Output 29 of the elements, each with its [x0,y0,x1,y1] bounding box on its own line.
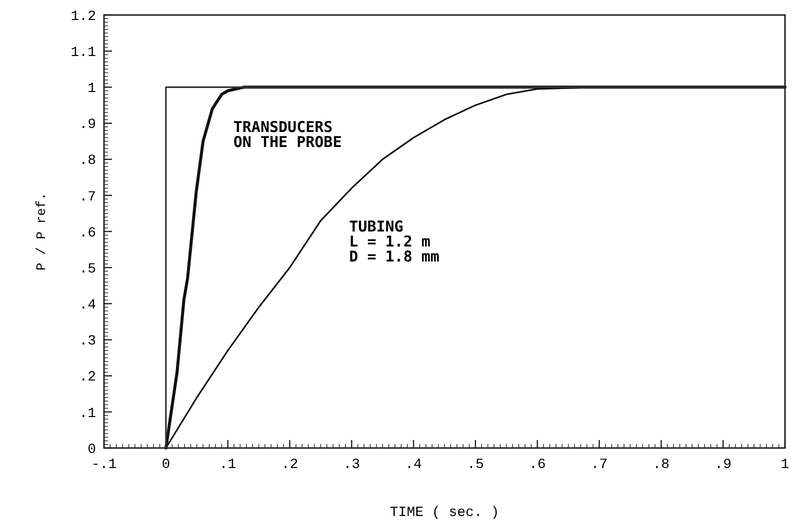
x-tick-label: .1 [219,457,236,473]
x-tick-label: .6 [528,457,546,473]
y-tick-label: .6 [79,225,96,242]
x-tick-label: 0 [162,457,170,473]
x-tick-label: 1 [780,457,790,473]
y-tick-label: 1 [88,81,96,98]
annotation: TRANSDUCERS ON THE PROBE [233,118,342,151]
x-tick-label: .5 [467,457,484,473]
y-tick-label: .9 [79,117,96,134]
y-tick-label: .5 [79,261,96,278]
x-axis-title: TIME ( sec. ) [390,505,500,521]
x-tick-label: .4 [405,457,422,473]
x-tick-label: .3 [343,457,360,473]
y-tick-label: .2 [79,370,96,386]
x-tick-label: .8 [652,457,670,473]
x-tick-label: .7 [590,457,608,473]
y-tick-label: 1.1 [70,44,96,61]
y-tick-label: .3 [79,334,96,350]
y-axis-title: P / P ref. [34,192,49,271]
y-tick-label: .4 [79,298,96,314]
y-tick-label: 1.2 [70,8,96,25]
x-tick-label: -.1 [91,457,117,473]
x-tick-label: .9 [714,457,732,473]
annotation: TUBING L = 1.2 m D = 1.8 mm [349,218,440,266]
x-tick-label: .2 [281,457,298,473]
y-tick-label: .8 [79,153,96,170]
y-tick-label: .1 [79,406,96,422]
y-tick-label: 0 [88,442,96,458]
y-tick-label: .7 [79,189,96,206]
